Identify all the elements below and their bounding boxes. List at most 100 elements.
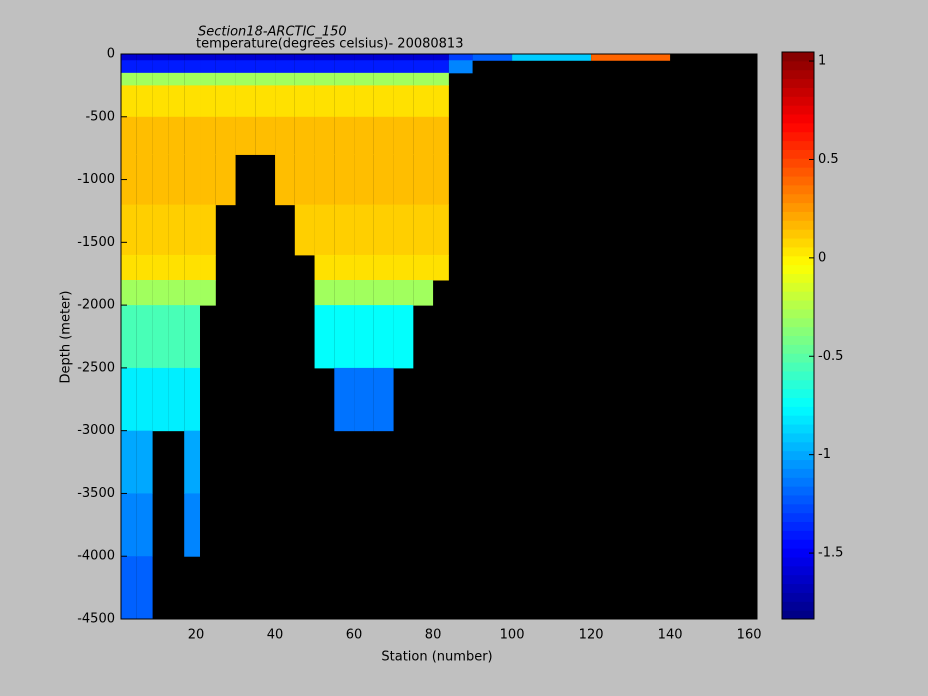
x-tick-label: 120: [579, 628, 604, 643]
heatmap-cell: [152, 305, 169, 369]
heatmap-cell: [121, 85, 137, 118]
heatmap-cell: [314, 85, 335, 118]
heatmap-cell: [136, 60, 153, 74]
heatmap-cell: [184, 493, 201, 557]
heatmap-cell: [334, 254, 355, 281]
heatmap-cell: [121, 493, 137, 557]
colorbar-swatch: [782, 167, 814, 177]
heatmap-cell: [314, 72, 335, 86]
colorbar-swatch: [782, 565, 814, 576]
heatmap-cell: [152, 367, 169, 432]
heatmap-cell: [121, 305, 137, 369]
heatmap-cell: [373, 154, 394, 206]
heatmap-cell: [393, 254, 414, 281]
colorbar-swatch: [782, 370, 814, 381]
colorbar-swatch: [782, 202, 814, 212]
heatmap-cell: [152, 60, 169, 74]
heatmap-cell: [168, 54, 185, 61]
colorbar-swatch: [782, 406, 814, 416]
colorbar-swatch: [782, 255, 814, 266]
heatmap-cell: [121, 54, 137, 61]
colorbar-swatch: [782, 246, 814, 257]
colorbar-swatch: [782, 122, 814, 133]
heatmap-cell: [184, 116, 201, 155]
heatmap-cell: [448, 54, 473, 61]
heatmap-cell: [413, 254, 434, 281]
heatmap-cell: [168, 305, 185, 369]
heatmap-cell: [136, 204, 153, 256]
heatmap-cell: [373, 85, 394, 118]
x-tick-label: 40: [267, 628, 284, 643]
heatmap-cell: [393, 60, 414, 74]
heatmap-cell: [168, 85, 185, 118]
heatmap-cell: [294, 85, 315, 118]
heatmap-cell: [152, 85, 169, 118]
heatmap-cell: [314, 254, 335, 281]
colorbar-swatch: [782, 424, 814, 434]
heatmap-cell: [413, 116, 434, 155]
heatmap-cell: [393, 204, 414, 256]
heatmap-cell: [433, 60, 449, 74]
colorbar-tick-label: 1: [818, 54, 826, 69]
colorbar-swatch: [782, 140, 814, 150]
heatmap-cell: [200, 116, 216, 155]
heatmap-cell: [354, 254, 374, 281]
heatmap-cell: [200, 254, 216, 281]
colorbar-swatch: [782, 105, 814, 115]
heatmap-cell: [152, 54, 169, 61]
colorbar-swatch: [782, 432, 814, 443]
y-tick-label: -4000: [77, 549, 115, 564]
heatmap-cell: [393, 72, 414, 86]
colorbar-swatch: [782, 450, 814, 461]
heatmap-cell: [168, 116, 185, 155]
heatmap-cell: [215, 60, 236, 74]
heatmap-cell: [334, 280, 355, 306]
heatmap-cell: [200, 204, 216, 256]
heatmap-cell: [255, 54, 276, 61]
colorbar-swatch: [782, 353, 814, 363]
heatmap-cell: [433, 54, 449, 61]
heatmap-cell: [373, 367, 394, 432]
y-tick-label: -1500: [77, 235, 115, 250]
colorbar-frame: [781, 51, 815, 620]
heatmap-cell: [334, 85, 355, 118]
colorbar-swatch: [782, 601, 814, 611]
heatmap-cell: [136, 72, 153, 86]
colorbar-tick-label: 0.5: [818, 152, 839, 167]
heatmap-cell: [393, 54, 414, 61]
heatmap-cell: [354, 154, 374, 206]
heatmap-cell: [334, 54, 355, 61]
x-axis-label: Station (number): [381, 650, 492, 665]
heatmap-cell: [215, 116, 236, 155]
heatmap-cell: [215, 54, 236, 61]
heatmap-cell: [255, 85, 276, 118]
x-tick-label: 100: [500, 628, 525, 643]
heatmap-cell: [294, 72, 315, 86]
heatmap-cell: [413, 280, 434, 306]
chart-title: Section18-ARCTIC_150: [198, 25, 347, 40]
colorbar-swatch: [782, 415, 814, 425]
heatmap-cell: [334, 204, 355, 256]
heatmap-cell: [472, 54, 513, 61]
heatmap-cell: [136, 367, 153, 432]
colorbar-swatch: [782, 114, 814, 124]
heatmap-cell: [294, 60, 315, 74]
heatmap-cell: [215, 72, 236, 86]
heatmap-cell: [354, 116, 374, 155]
colorbar-swatch: [782, 521, 814, 531]
colorbar-tick-label: 0: [818, 250, 826, 265]
colorbar-swatch: [782, 220, 814, 230]
colorbar-swatch: [782, 335, 814, 345]
x-tick-label: 60: [346, 628, 363, 643]
heatmap-cell: [235, 54, 256, 61]
heatmap-cell: [184, 254, 201, 281]
heatmap-cell: [200, 85, 216, 118]
heatmap-cell: [121, 280, 137, 306]
heatmap-cell: [184, 305, 201, 369]
heatmap-cell: [184, 154, 201, 206]
heatmap-cell: [168, 204, 185, 256]
colorbar-swatch: [782, 556, 814, 567]
colorbar-swatch: [782, 69, 814, 80]
heatmap-cell: [413, 204, 434, 256]
heatmap-cell: [152, 280, 169, 306]
